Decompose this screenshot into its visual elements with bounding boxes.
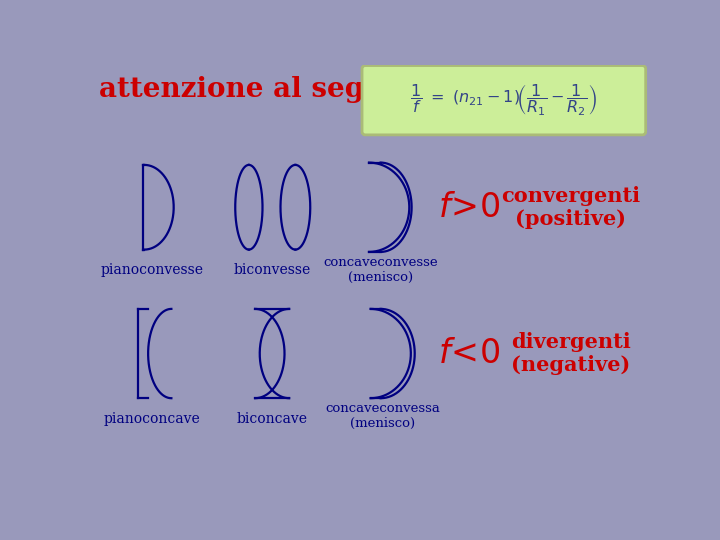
Text: biconvesse: biconvesse <box>233 264 311 278</box>
Text: $f\!<\!0$: $f\!<\!0$ <box>438 337 501 370</box>
Text: convergenti
(positive): convergenti (positive) <box>501 186 640 229</box>
Text: divergenti
(negative): divergenti (negative) <box>510 332 631 375</box>
FancyBboxPatch shape <box>362 65 646 135</box>
Text: pianoconcave: pianoconcave <box>104 412 200 426</box>
Text: concaveconvessa
(menisco): concaveconvessa (menisco) <box>325 402 441 430</box>
Text: concaveconvesse
(menisco): concaveconvesse (menisco) <box>323 256 438 284</box>
Text: $\dfrac{1}{f}\ =\ (n_{21}-1)\!\left(\dfrac{1}{R_1} - \dfrac{1}{R_2}\right)$: $\dfrac{1}{f}\ =\ (n_{21}-1)\!\left(\dfr… <box>410 83 598 118</box>
Text: pianoconvesse: pianoconvesse <box>101 264 204 278</box>
Text: biconcave: biconcave <box>237 412 307 426</box>
Text: attenzione al segno di R!: attenzione al segno di R! <box>99 76 487 103</box>
Text: $f\!>\!0$: $f\!>\!0$ <box>438 191 501 224</box>
